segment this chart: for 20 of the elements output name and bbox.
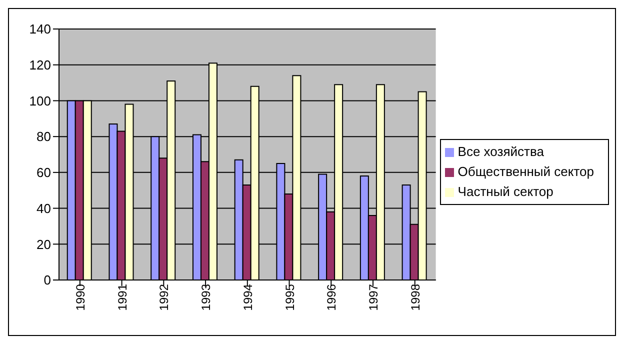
x-tick-label: 1994 bbox=[240, 284, 255, 311]
x-tick-label: 1990 bbox=[73, 284, 88, 311]
legend-label: Частный сектор bbox=[458, 184, 554, 199]
x-tick-label: 1995 bbox=[282, 284, 297, 311]
y-tick-label: 40 bbox=[36, 200, 51, 216]
y-tick-label: 120 bbox=[29, 57, 51, 72]
x-tick-label: 1996 bbox=[324, 284, 339, 311]
y-tick-label: 0 bbox=[44, 272, 51, 288]
x-tick-label: 1997 bbox=[366, 284, 381, 311]
x-tick-label: 1991 bbox=[115, 284, 130, 311]
legend-label: Общественный сектор bbox=[458, 164, 594, 179]
y-tick-label: 80 bbox=[36, 129, 51, 144]
x-tick-label: 1993 bbox=[199, 284, 214, 311]
y-tick-label: 60 bbox=[36, 165, 51, 180]
legend-label: Все хозяйства bbox=[458, 144, 544, 159]
x-tick-label: 1992 bbox=[157, 284, 172, 311]
x-tick-label: 1998 bbox=[408, 284, 422, 311]
y-tick-label: 20 bbox=[36, 236, 51, 252]
y-tick-label: 140 bbox=[29, 22, 51, 37]
y-tick-label: 100 bbox=[29, 93, 51, 108]
